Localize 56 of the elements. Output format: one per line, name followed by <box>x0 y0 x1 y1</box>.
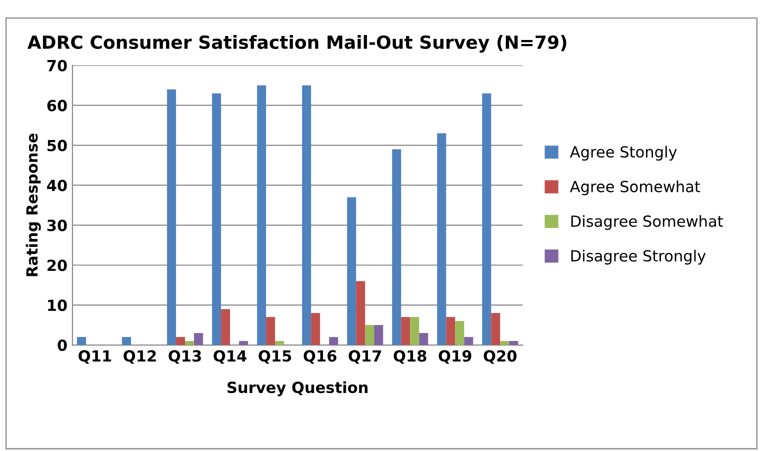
y-tick-label: 0 <box>58 339 67 352</box>
y-tick-label: 20 <box>48 260 67 272</box>
y-tick-label: 70 <box>47 60 67 72</box>
y-tick-label: 60 <box>47 100 67 112</box>
bar <box>446 317 456 346</box>
chart-title: ADRC Consumer Satisfaction Mail-Out Survey (N=79) <box>27 35 566 53</box>
bar <box>185 341 194 346</box>
bar <box>275 341 284 346</box>
bar <box>167 89 176 346</box>
bar <box>356 281 366 346</box>
y-tick-label: 10 <box>48 300 67 312</box>
bar <box>401 317 410 346</box>
bar <box>122 337 132 346</box>
x-tick-label: Q12 <box>124 350 156 364</box>
bar <box>257 85 266 346</box>
legend-label: Agree Stongly <box>570 146 677 161</box>
x-tick-label: Q18 <box>394 350 426 364</box>
bar <box>455 321 464 346</box>
bar <box>176 337 186 346</box>
legend-label: Disagree Somewhat <box>571 215 723 230</box>
bar <box>329 337 338 346</box>
bar <box>221 309 230 346</box>
bar <box>509 341 518 346</box>
bar <box>212 93 222 346</box>
bar <box>464 337 474 346</box>
x-tick-label: Q11 <box>78 350 112 364</box>
bar <box>266 317 276 346</box>
bar <box>410 317 420 346</box>
bar <box>194 333 204 346</box>
bar <box>347 197 356 346</box>
y-axis-title: Rating Response <box>26 134 41 276</box>
bar <box>419 333 428 346</box>
x-tick-label: Q19 <box>438 350 472 364</box>
bar <box>437 133 446 346</box>
bar <box>311 313 320 346</box>
bar <box>365 325 374 346</box>
y-tick-label: 30 <box>47 220 67 232</box>
legend-label: Disagree Strongly <box>571 250 706 265</box>
legend-label: Agree Somewhat <box>570 180 700 196</box>
bar <box>500 341 510 346</box>
x-tick-label: Q20 <box>484 350 517 364</box>
x-axis-title: Survey Question <box>228 381 368 396</box>
x-tick-label: Q15 <box>258 350 292 364</box>
bar <box>302 85 312 346</box>
bar <box>374 325 384 346</box>
bar <box>491 313 500 346</box>
bar <box>239 341 248 346</box>
bar <box>76 337 86 346</box>
y-tick-label: 50 <box>48 140 67 152</box>
bar <box>392 149 402 346</box>
x-tick-label: Q13 <box>168 350 201 364</box>
x-tick-label: Q17 <box>348 350 382 364</box>
x-tick-label: Q14 <box>214 350 246 364</box>
bar <box>482 93 492 346</box>
x-tick-label: Q16 <box>304 350 336 364</box>
y-tick-label: 40 <box>47 180 67 192</box>
